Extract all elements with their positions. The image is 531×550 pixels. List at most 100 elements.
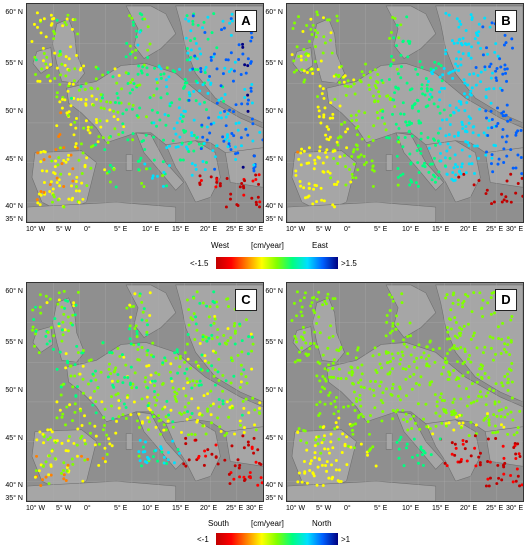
gnss-station-dot [499,423,503,427]
gnss-station-dot [334,468,338,472]
gnss-station-dot [72,301,76,305]
gnss-station-dot [198,301,202,305]
gnss-station-dot [64,55,68,59]
gnss-station-dot [476,373,480,377]
gnss-station-dot [190,134,194,138]
gnss-station-dot [128,303,132,307]
lat-label: 60° N [5,9,23,16]
gnss-station-dot [148,42,152,46]
gnss-station-dot [67,435,71,438]
gnss-station-dot [59,385,63,389]
gnss-station-dot [189,56,193,59]
gnss-station-dot [410,87,414,91]
gnss-station-dot [515,431,519,435]
lon-label: 10° E [142,226,160,233]
gnss-station-dot [228,108,232,112]
gnss-station-dot [298,350,302,354]
gnss-station-dot [399,173,403,177]
gnss-station-dot [81,364,85,368]
gnss-station-dot [445,172,449,176]
gnss-station-dot [77,158,81,162]
gnss-station-dot [329,176,333,180]
gnss-station-dot [186,357,190,361]
gnss-station-dot [50,430,54,434]
gnss-station-dot [156,111,160,115]
gnss-station-dot [388,370,392,374]
gnss-station-dot [451,171,455,175]
gnss-station-dot [295,340,299,344]
gnss-station-dot [171,420,175,424]
gnss-station-dot [346,404,350,408]
gnss-station-dot [112,109,116,113]
gnss-station-dot [483,68,487,72]
gnss-station-dot [439,159,443,163]
gnss-station-dot [52,37,56,41]
gnss-station-dot [510,380,514,384]
gnss-station-dot [38,293,42,297]
gnss-station-dot [217,379,221,382]
gnss-station-dot [483,371,487,375]
gnss-station-dot [477,30,481,34]
colorbar-east-left-label: West [211,241,230,250]
gnss-station-dot [251,139,255,143]
gnss-station-dot [479,363,483,367]
gnss-station-dot [476,73,480,77]
gnss-station-dot [197,142,201,146]
gnss-station-dot [107,136,111,140]
gnss-station-dot [315,297,319,301]
gnss-station-dot [503,374,507,378]
gnss-station-dot [168,164,171,168]
gnss-station-dot [71,323,75,327]
gnss-station-dot [489,101,493,105]
gnss-station-dot [225,400,229,404]
gnss-station-dot [371,184,375,188]
gnss-station-dot [137,454,141,458]
gnss-station-dot [201,26,204,30]
gnss-station-dot [230,359,234,363]
gnss-station-dot [381,401,385,405]
gnss-station-dot [98,119,102,123]
gnss-station-dot [502,110,506,114]
gnss-station-dot [151,455,155,459]
gnss-station-dot [129,342,133,346]
gnss-station-dot [401,101,405,105]
gnss-station-dot [253,408,257,412]
gnss-station-dot [173,70,177,74]
gnss-station-dot [497,476,501,480]
gnss-station-dot [400,292,404,296]
gnss-station-dot [461,442,465,446]
gnss-station-dot [103,148,107,152]
gnss-station-dot [198,89,202,93]
gnss-station-dot [357,381,360,385]
gnss-station-dot [312,308,316,312]
gnss-station-dot [249,31,253,35]
gnss-station-dot [450,452,454,456]
gnss-station-dot [455,336,459,340]
gnss-station-dot [474,423,478,427]
gnss-station-dot [51,187,55,191]
gnss-station-dot [491,431,495,435]
gnss-station-dot [109,404,113,408]
gnss-station-dot [39,193,43,197]
gnss-station-dot [194,79,198,83]
gnss-station-dot [213,301,216,305]
gnss-station-dot [71,385,75,389]
gnss-station-dot [202,142,206,146]
gnss-station-dot [395,154,399,158]
gnss-station-dot [162,72,166,76]
gnss-station-dot [391,367,394,371]
gnss-station-dot [331,367,335,371]
gnss-station-dot [502,147,506,151]
gnss-station-dot [452,409,456,413]
gnss-station-dot [396,167,400,170]
gnss-station-dot [440,86,444,90]
gnss-station-dot [359,412,363,416]
gnss-station-dot [471,334,475,338]
gnss-station-dot [494,431,498,435]
gnss-station-dot [324,464,328,468]
gnss-station-dot [444,134,448,138]
gnss-station-dot [72,79,76,83]
gnss-station-dot [481,53,485,57]
gnss-station-dot [77,88,81,92]
gnss-station-dot [154,448,158,452]
